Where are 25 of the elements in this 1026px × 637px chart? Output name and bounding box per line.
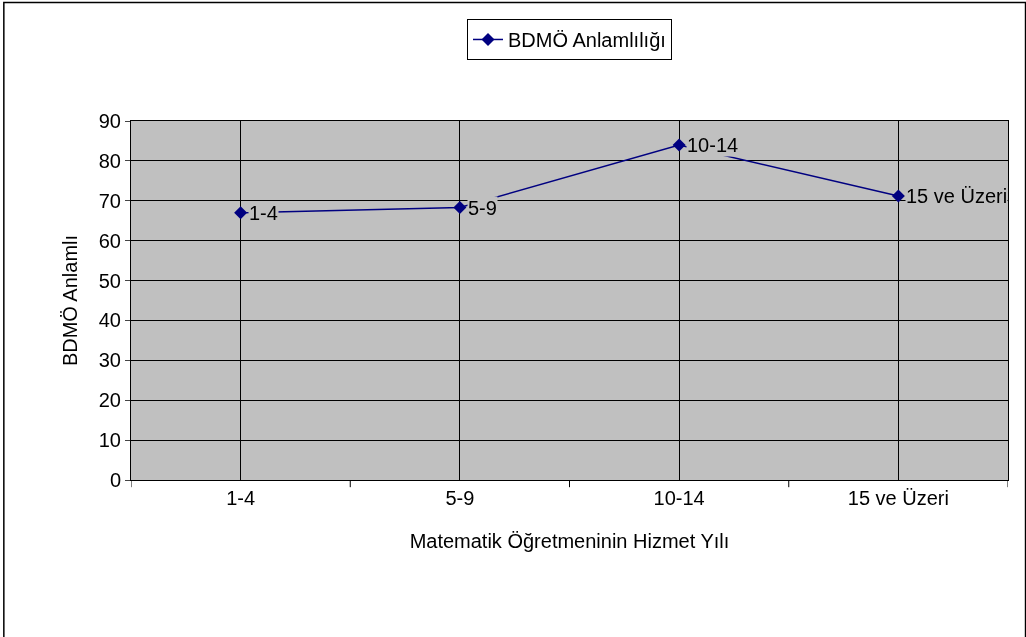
annotation: 10-14 [687, 134, 739, 156]
annotation: 5-9 [468, 197, 497, 219]
point [234, 206, 248, 220]
y-tick-label: 20 [98, 389, 121, 412]
annotation: 1-4 [249, 202, 278, 224]
point [453, 201, 467, 215]
point [891, 189, 905, 203]
y-tick-label: 60 [98, 229, 121, 252]
legend-label: BDMÖ Anlamlılığı [508, 29, 666, 52]
x-tick-label: 5-9 [445, 487, 475, 509]
y-tick-label: 0 [109, 469, 121, 491]
y-axis-title: BDMÖ Anlamlı [59, 234, 82, 367]
x-axis-title: Matematik Öğretmeninin Hizmet Yılı [409, 529, 730, 552]
y-tick-label: 80 [98, 149, 121, 172]
point [672, 138, 686, 152]
y-tick-label: 70 [98, 189, 121, 212]
x-tick-label: 1-4 [226, 487, 256, 509]
y-tick-label: 50 [98, 269, 121, 292]
x-tick-label: 15 ve Üzeri [847, 487, 949, 509]
x-tick-label: 10-14 [653, 487, 705, 509]
y-tick-label: 40 [98, 309, 121, 332]
y-tick-label: 10 [98, 429, 121, 452]
y-tick-label: 90 [98, 110, 121, 132]
annotation: 15 ve Üzeri [906, 185, 1008, 207]
y-tick-label: 30 [98, 349, 121, 372]
